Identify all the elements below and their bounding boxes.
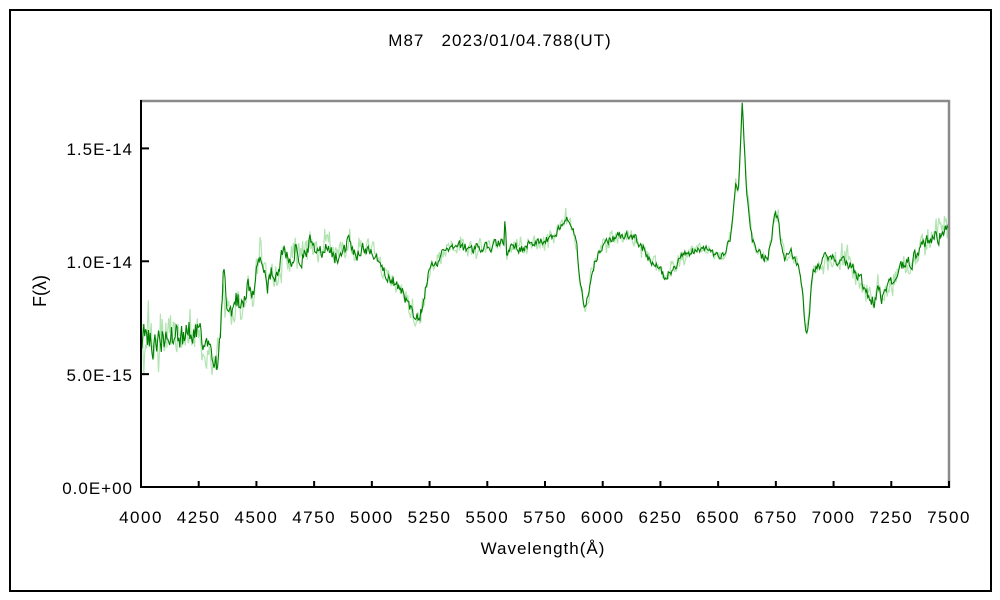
x-tick-label: 5000	[349, 508, 394, 527]
spectrum-line	[141, 102, 949, 371]
x-tick-label: 7000	[811, 508, 856, 527]
x-tick-label: 5750	[523, 508, 567, 527]
x-tick-label: 6250	[638, 508, 683, 527]
y-tick-label: 0.0E+00	[62, 479, 133, 498]
chart-title: M87 2023/01/04.788(UT)	[388, 31, 612, 50]
x-axis-label: Wavelength(Å)	[480, 539, 606, 558]
outer-border	[9, 9, 992, 592]
y-tick-label: 1.0E-14	[66, 253, 133, 273]
x-tick-label: 5500	[465, 508, 510, 527]
y-tick-label: 5.0E-15	[66, 366, 133, 386]
x-tick-label: 4250	[176, 508, 221, 527]
x-tick-label: 6500	[696, 508, 741, 527]
x-tick-label: 6000	[580, 508, 625, 527]
x-tick-label: 4500	[234, 508, 279, 527]
x-tick-label: 7500	[927, 508, 971, 527]
x-tick-label: 7250	[869, 508, 914, 527]
x-tick-label: 6750	[753, 508, 798, 527]
x-tick-label: 4000	[119, 508, 163, 527]
x-tick-label: 5250	[407, 508, 452, 527]
noise-envelope-line	[141, 103, 949, 376]
x-tick-label: 4750	[292, 508, 337, 527]
y-tick-label: 1.5E-14	[66, 140, 133, 160]
